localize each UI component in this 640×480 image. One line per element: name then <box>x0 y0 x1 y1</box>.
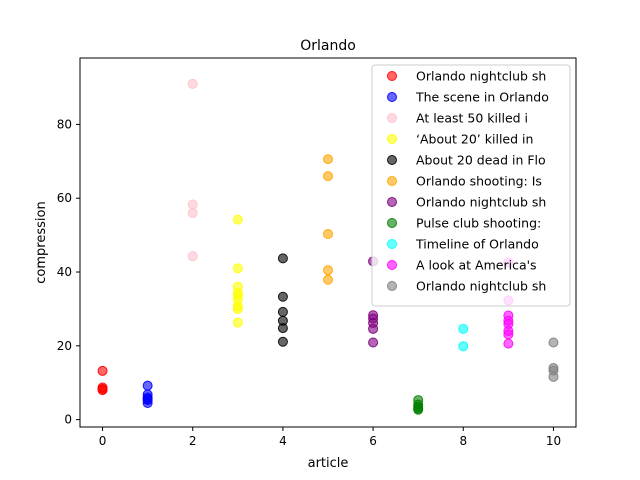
data-point <box>187 207 198 218</box>
x-tick-label: 6 <box>369 434 377 448</box>
data-point <box>323 154 333 165</box>
data-point <box>97 365 108 376</box>
data-point <box>232 263 243 274</box>
y-tick-label: 20 <box>57 339 72 353</box>
legend-entry: Orlando nightclub sh <box>416 195 546 210</box>
data-point <box>142 398 153 409</box>
x-axis: 0 2 4 6 8 10 <box>99 427 561 448</box>
data-point <box>187 78 198 89</box>
legend-entry: At least 50 killed i <box>416 111 528 126</box>
legend-marker <box>387 176 397 186</box>
y-tick-label: 80 <box>57 117 72 131</box>
data-point <box>97 385 108 396</box>
x-tick-label: 8 <box>459 434 467 448</box>
legend-marker <box>387 197 397 207</box>
y-axis-label: compression <box>34 201 49 283</box>
data-point <box>368 337 379 348</box>
data-point <box>277 291 288 302</box>
legend: Orlando nightclub sh The scene in Orlando… <box>371 64 571 307</box>
legend-marker <box>387 113 397 123</box>
legend-entry: Pulse club shooting: <box>416 216 541 231</box>
data-point <box>413 404 424 415</box>
data-point <box>277 323 288 334</box>
data-point <box>323 274 333 285</box>
data-point <box>232 317 243 328</box>
legend-entry: A look at America's <box>416 258 537 273</box>
data-point <box>503 338 514 349</box>
y-tick-label: 0 <box>64 413 72 427</box>
y-tick-label: 40 <box>57 265 72 279</box>
data-point <box>187 199 198 210</box>
y-axis: 0 20 40 60 80 <box>57 117 80 427</box>
data-point <box>142 380 153 391</box>
legend-entry: Orlando nightclub sh <box>416 279 546 294</box>
legend-marker <box>387 92 397 102</box>
data-point <box>323 265 333 276</box>
legend-entry: About 20 dead in Flo <box>416 153 546 168</box>
y-tick-label: 60 <box>57 191 72 205</box>
data-point <box>277 336 288 347</box>
data-point <box>277 253 288 264</box>
x-tick-label: 2 <box>189 434 197 448</box>
legend-entry: ‘About 20’ killed in <box>416 132 533 147</box>
data-point <box>277 306 288 317</box>
legend-entry: Orlando nightclub sh <box>416 69 546 84</box>
data-point <box>548 337 559 348</box>
x-tick-label: 10 <box>546 434 561 448</box>
legend-marker <box>387 71 397 81</box>
legend-entry: Timeline of Orlando <box>415 237 539 252</box>
data-point <box>503 329 514 340</box>
data-point <box>232 303 243 314</box>
data-point <box>548 371 559 382</box>
x-tick-label: 0 <box>99 434 107 448</box>
data-point <box>458 323 469 334</box>
legend-marker <box>387 218 397 228</box>
data-point <box>323 171 333 182</box>
plot-frame <box>79 57 577 428</box>
data-point <box>232 214 243 225</box>
legend-entry: Orlando shooting: Is <box>416 174 542 189</box>
data-point <box>187 251 198 262</box>
legend-marker <box>387 155 397 165</box>
chart-title: Orlando <box>300 38 356 54</box>
legend-marker <box>387 134 397 144</box>
legend-frame <box>371 64 571 307</box>
x-axis-label: article <box>308 456 349 471</box>
legend-marker <box>387 260 397 270</box>
data-point <box>458 341 469 352</box>
legend-entry: The scene in Orlando <box>415 90 549 105</box>
x-tick-label: 4 <box>279 434 287 448</box>
legend-marker <box>387 281 397 291</box>
legend-marker <box>387 239 397 249</box>
data-point <box>368 323 379 334</box>
data-point <box>323 229 333 240</box>
